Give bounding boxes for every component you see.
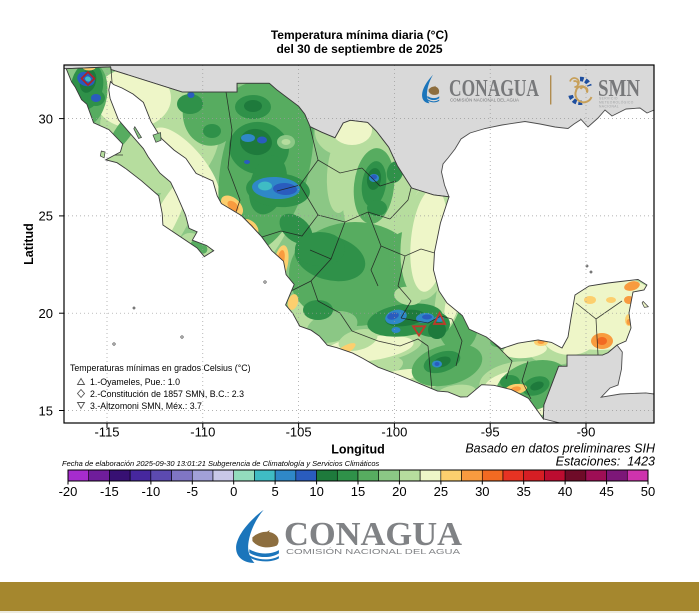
svg-text:30: 30 <box>39 111 53 126</box>
svg-text:5: 5 <box>271 484 278 499</box>
svg-text:-100: -100 <box>381 425 407 440</box>
svg-text:40: 40 <box>558 484 572 499</box>
svg-text:20: 20 <box>39 306 53 321</box>
svg-text:Fecha de elaboración 2025-09-3: Fecha de elaboración 2025-09-30 13:01:21… <box>62 459 380 468</box>
svg-text:SERVICIO: SERVICIO <box>599 97 618 101</box>
svg-text:-95: -95 <box>481 425 500 440</box>
svg-text:1.-Oyameles, Pue.: 1.0: 1.-Oyameles, Pue.: 1.0 <box>90 377 180 387</box>
svg-text:10: 10 <box>309 484 323 499</box>
svg-text:0: 0 <box>230 484 237 499</box>
svg-text:-15: -15 <box>100 484 119 499</box>
svg-text:-5: -5 <box>187 484 199 499</box>
svg-text:3.-Altzomoni SMN, Méx.: 3.7: 3.-Altzomoni SMN, Méx.: 3.7 <box>90 401 202 411</box>
svg-text:35: 35 <box>516 484 530 499</box>
svg-text:Longitud: Longitud <box>331 443 384 457</box>
svg-text:15: 15 <box>351 484 365 499</box>
svg-text:Temperaturas mínimas en grados: Temperaturas mínimas en grados Celsius (… <box>70 363 251 373</box>
svg-text:-105: -105 <box>286 425 312 440</box>
svg-text:SMN: SMN <box>598 76 641 102</box>
svg-text:-110: -110 <box>190 425 215 440</box>
svg-text:Estaciones: 1423: Estaciones: 1423 <box>556 455 655 469</box>
svg-text:COMISIÓN NACIONAL DEL AGUA: COMISIÓN NACIONAL DEL AGUA <box>286 547 461 556</box>
svg-text:METEOROLÓGICO: METEOROLÓGICO <box>599 100 634 105</box>
svg-text:20: 20 <box>392 484 406 499</box>
svg-text:-115: -115 <box>94 425 119 440</box>
svg-text:NACIONAL: NACIONAL <box>599 105 619 109</box>
svg-text:-20: -20 <box>59 484 78 499</box>
svg-text:30: 30 <box>475 484 489 499</box>
svg-text:Latitud: Latitud <box>22 223 36 265</box>
svg-text:-10: -10 <box>142 484 161 499</box>
svg-text:Basado en datos preliminares S: Basado en datos preliminares SIH <box>465 442 656 456</box>
svg-text:15: 15 <box>39 403 53 418</box>
svg-text:CONAGUA: CONAGUA <box>449 76 539 102</box>
svg-text:2.-Constitución de 1857 SMN, B: 2.-Constitución de 1857 SMN, B.C.: 2.3 <box>90 389 244 399</box>
svg-text:45: 45 <box>599 484 613 499</box>
svg-text:-90: -90 <box>577 425 596 440</box>
svg-text:COMISIÓN NACIONAL DEL AGUA: COMISIÓN NACIONAL DEL AGUA <box>450 97 519 103</box>
svg-text:50: 50 <box>641 484 655 499</box>
svg-text:CONAGUA: CONAGUA <box>284 516 462 553</box>
svg-text:25: 25 <box>39 209 53 224</box>
svg-text:25: 25 <box>434 484 448 499</box>
